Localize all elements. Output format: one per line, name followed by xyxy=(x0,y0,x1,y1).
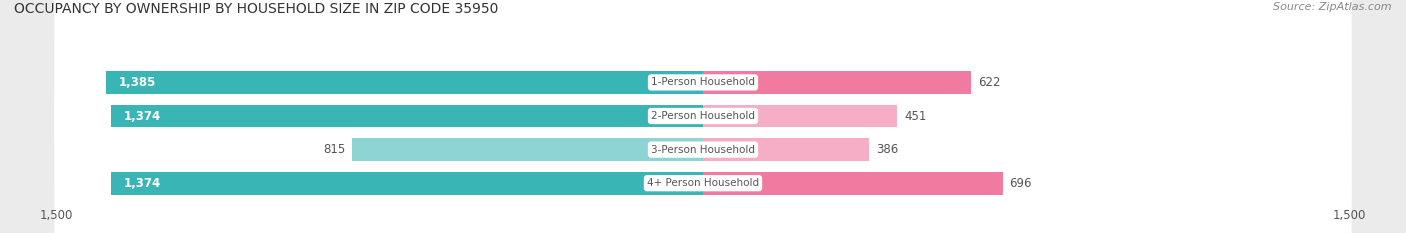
Text: 696: 696 xyxy=(1010,177,1032,190)
Text: 1,374: 1,374 xyxy=(124,177,160,190)
FancyBboxPatch shape xyxy=(55,0,1351,233)
FancyBboxPatch shape xyxy=(55,0,1351,233)
FancyBboxPatch shape xyxy=(55,0,1351,233)
Text: 815: 815 xyxy=(323,143,344,156)
Text: 1,374: 1,374 xyxy=(124,110,160,123)
Text: 622: 622 xyxy=(977,76,1000,89)
Text: 4+ Person Household: 4+ Person Household xyxy=(647,178,759,188)
Bar xyxy=(703,138,869,161)
Bar xyxy=(703,172,1002,195)
Text: 1,385: 1,385 xyxy=(118,76,156,89)
Bar xyxy=(352,138,703,161)
FancyBboxPatch shape xyxy=(55,0,1351,233)
Text: 1-Person Household: 1-Person Household xyxy=(651,77,755,87)
FancyBboxPatch shape xyxy=(55,0,1351,233)
Bar xyxy=(111,172,703,195)
Bar xyxy=(703,71,972,94)
FancyBboxPatch shape xyxy=(55,0,1351,233)
Bar xyxy=(703,105,897,127)
Text: 386: 386 xyxy=(876,143,898,156)
Text: Source: ZipAtlas.com: Source: ZipAtlas.com xyxy=(1274,2,1392,12)
Text: OCCUPANCY BY OWNERSHIP BY HOUSEHOLD SIZE IN ZIP CODE 35950: OCCUPANCY BY OWNERSHIP BY HOUSEHOLD SIZE… xyxy=(14,2,499,16)
Text: 451: 451 xyxy=(904,110,927,123)
FancyBboxPatch shape xyxy=(55,0,1351,233)
Bar xyxy=(105,71,703,94)
FancyBboxPatch shape xyxy=(55,0,1351,233)
Bar xyxy=(111,105,703,127)
Text: 3-Person Household: 3-Person Household xyxy=(651,145,755,155)
Text: 2-Person Household: 2-Person Household xyxy=(651,111,755,121)
